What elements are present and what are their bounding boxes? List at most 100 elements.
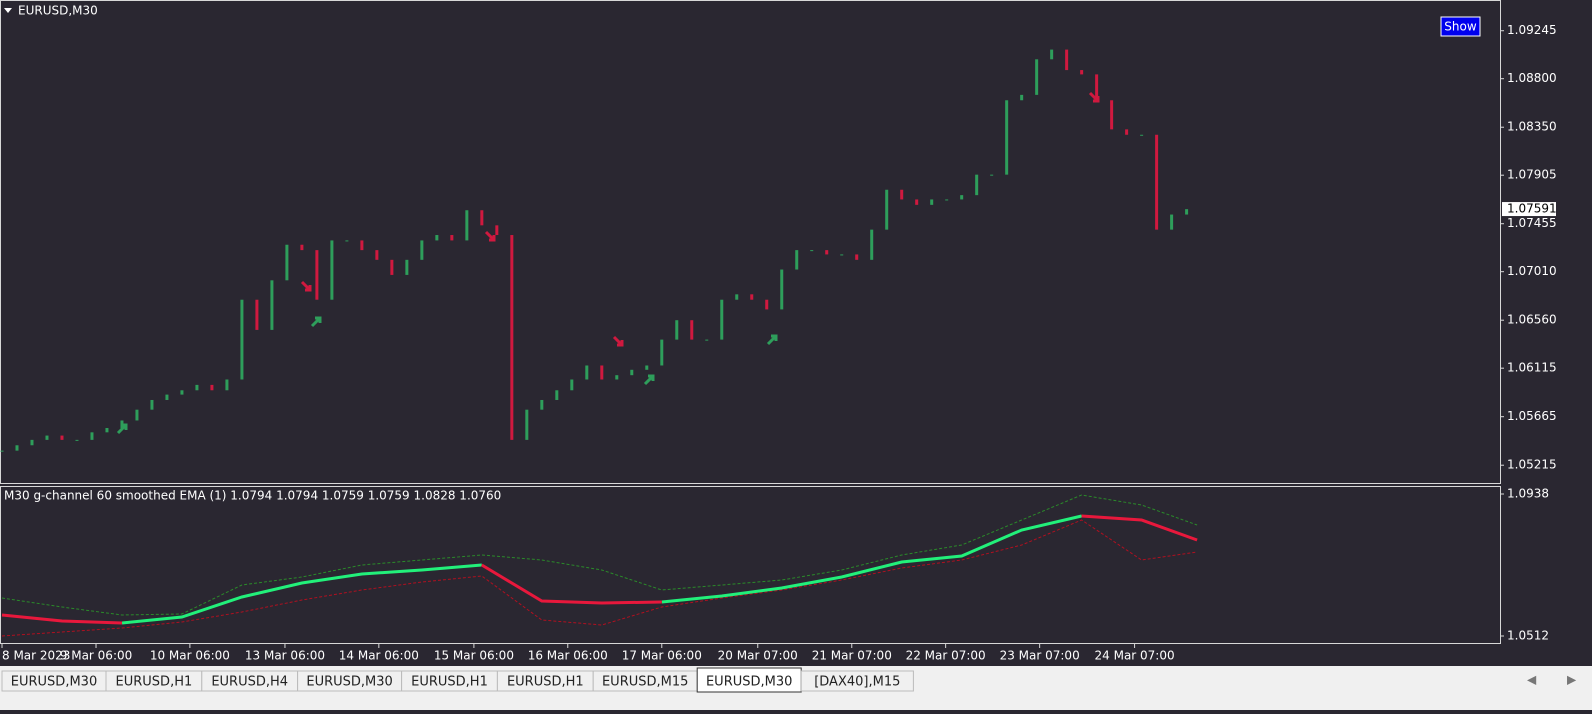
candle [135, 409, 139, 421]
candle [30, 439, 34, 446]
last-price-label: 1.07591 [1507, 202, 1557, 216]
x-tick-label: 20 Mar 07:00 [718, 649, 798, 663]
tab-label[interactable]: EURUSD,H1 [507, 675, 584, 690]
tab-label[interactable]: EURUSD,H1 [411, 675, 488, 690]
indicator-title: M30 g-channel 60 smoothed EMA (1) 1.0794… [4, 489, 501, 503]
candle [630, 369, 634, 376]
candle [120, 420, 124, 429]
candle [1110, 100, 1114, 130]
candle [990, 174, 994, 176]
scroll-left[interactable]: ◀ [1527, 673, 1537, 687]
candle [360, 240, 364, 251]
x-tick-label: 24 Mar 07:00 [1095, 649, 1175, 663]
candle [1020, 94, 1024, 101]
buy-arrow [766, 334, 778, 346]
candle [150, 399, 154, 410]
tab[interactable]: EURUSD,H1 [105, 670, 203, 692]
candle [1050, 49, 1054, 60]
x-tick-label: 22 Mar 07:00 [906, 649, 986, 663]
candle [345, 240, 349, 242]
tab-label[interactable]: EURUSD,H1 [116, 675, 193, 690]
y-tick-label: 1.09245 [1507, 23, 1557, 37]
y-tick-label: 1.07455 [1507, 216, 1557, 230]
tab-background[interactable] [696, 667, 802, 693]
last-price-box [1502, 202, 1556, 217]
candle [1065, 49, 1069, 71]
x-tick-label: 9 Mar 06:00 [60, 649, 133, 663]
x-tick-label: 16 Mar 06:00 [528, 649, 608, 663]
tab-background[interactable] [800, 670, 914, 692]
show-button[interactable] [1440, 16, 1481, 37]
envelope-line [1, 519, 1198, 637]
candle [195, 384, 199, 391]
candle [540, 399, 544, 410]
sell-arrow [612, 335, 624, 347]
candle [270, 280, 274, 330]
tab[interactable]: EURUSD,M30 [696, 667, 802, 693]
tab[interactable]: EURUSD,H4 [201, 670, 299, 692]
y-tick-label: 1.0938 [1507, 487, 1549, 501]
candle [285, 244, 289, 281]
x-tick-label: 13 Mar 06:00 [245, 649, 325, 663]
candle [900, 189, 904, 200]
x-tick-label: 17 Mar 06:00 [622, 649, 702, 663]
y-tick-label: 1.08350 [1507, 120, 1557, 134]
y-tick-label: 1.06115 [1507, 361, 1557, 375]
candle [720, 299, 724, 340]
window-title: EURUSD,M30 [18, 4, 98, 18]
channel-line [1, 514, 1198, 625]
scroll-right[interactable]: ▶ [1567, 673, 1577, 687]
candle [975, 174, 979, 196]
tab[interactable]: EURUSD,H1 [401, 670, 498, 692]
show-button-label[interactable]: Show [1444, 20, 1477, 34]
candle [1155, 134, 1159, 230]
candle [1170, 214, 1174, 230]
candle [1095, 74, 1099, 101]
candle [225, 379, 229, 391]
tab-label[interactable]: EURUSD,M30 [306, 675, 392, 690]
tab[interactable]: EURUSD,M15 [592, 670, 698, 692]
candle [315, 250, 319, 300]
candle [405, 259, 409, 275]
tab[interactable]: EURUSD,M30 [1, 670, 107, 692]
candle [825, 250, 829, 255]
tab-label[interactable]: EURUSD,M15 [602, 675, 688, 690]
candle [495, 225, 499, 236]
y-tick-label: 1.05215 [1507, 458, 1557, 472]
tab[interactable]: EURUSD,H1 [496, 670, 594, 692]
tab-label[interactable]: EURUSD,M30 [706, 675, 792, 690]
candle [645, 365, 649, 370]
candle [1185, 209, 1189, 215]
candle [810, 250, 814, 252]
candle [165, 394, 169, 400]
collapse-icon[interactable] [4, 8, 12, 13]
candle [390, 259, 394, 275]
candle [885, 189, 889, 230]
tab[interactable]: EURUSD,M30 [297, 670, 403, 692]
candle [375, 250, 379, 260]
candle [420, 240, 424, 260]
buy-arrow [310, 316, 322, 328]
tab-label[interactable]: [DAX40],M15 [814, 675, 900, 690]
candle [660, 339, 664, 366]
channel-line [121, 514, 1082, 625]
sell-arrow [484, 230, 496, 242]
tab[interactable]: [DAX40],M15 [800, 670, 914, 692]
candle [855, 254, 859, 260]
tab-label[interactable]: EURUSD,H4 [211, 675, 288, 690]
candle [255, 299, 259, 330]
candle [600, 365, 604, 380]
x-tick-label: 8 Mar 2023 [2, 649, 70, 663]
candle [615, 375, 619, 380]
candle [15, 445, 19, 451]
y-tick-label: 1.07905 [1507, 168, 1557, 182]
candle [525, 409, 529, 440]
tab-label[interactable]: EURUSD,M30 [11, 675, 97, 690]
candle [690, 320, 694, 340]
candle [1035, 59, 1039, 95]
candle [0, 450, 4, 452]
candle [795, 250, 799, 270]
candle [75, 439, 79, 441]
